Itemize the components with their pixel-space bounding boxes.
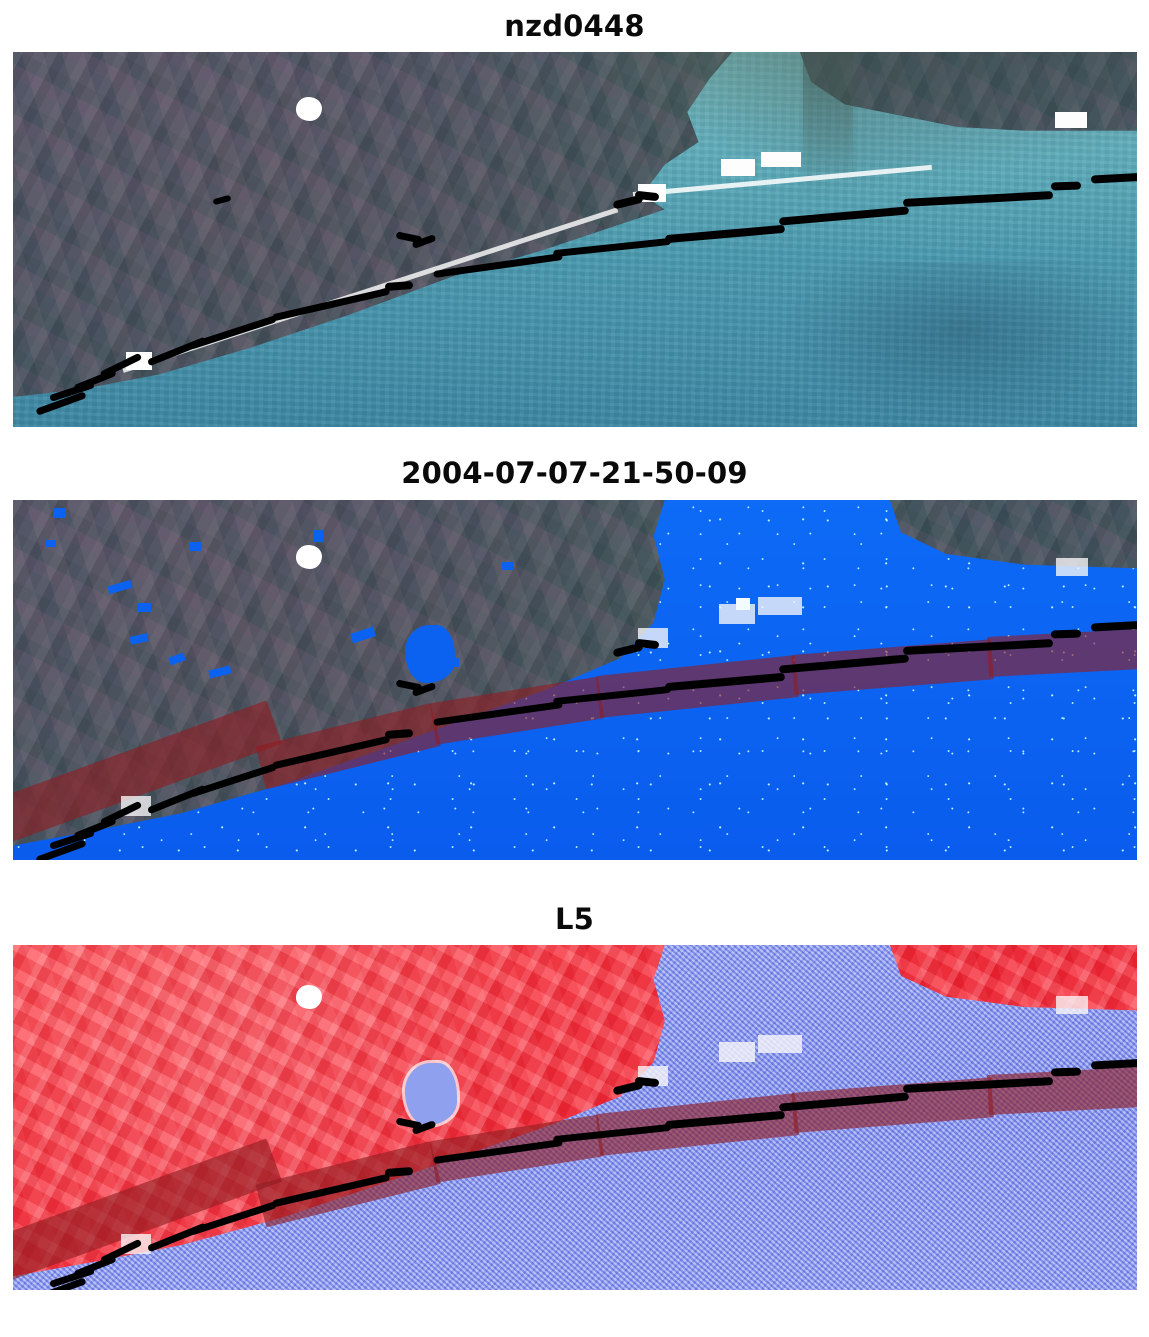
lagoon-nir — [405, 1063, 457, 1125]
whitewater-patch — [1056, 558, 1088, 576]
panel-title-3: L5 — [554, 902, 595, 936]
shoreline-segment — [1050, 181, 1082, 191]
water-class-blob — [189, 542, 201, 551]
water-class-blob — [313, 530, 323, 542]
water-class-blob — [53, 508, 66, 518]
panel-true-color — [13, 52, 1137, 427]
panel-title-2: 2004-07-07-21-50-09 — [401, 456, 748, 490]
shoreline-segment — [1050, 1067, 1082, 1077]
water-class-lagoon — [405, 625, 455, 683]
whitewater-patch — [758, 597, 802, 615]
whitewater-patch — [758, 1035, 802, 1053]
whitewater-patch — [736, 598, 750, 610]
whitewater-patch — [1055, 112, 1087, 128]
water-class-blob — [138, 603, 151, 612]
panel-classified: sand whitewater water shoreline referenc… — [13, 500, 1137, 860]
whitewater-patch — [761, 152, 801, 167]
cloud-patch — [296, 97, 322, 121]
panel-title-1: nzd0448 — [504, 9, 645, 43]
panel-false-color — [13, 945, 1137, 1290]
shoreline-segment — [1050, 629, 1082, 639]
cloud-patch — [296, 985, 322, 1009]
water-class-blob — [502, 562, 514, 570]
seabed-shadow — [773, 262, 1137, 427]
whitewater-patch — [1056, 996, 1088, 1014]
cloud-patch — [296, 545, 322, 569]
whitewater-patch — [721, 159, 755, 176]
whitewater-patch — [719, 1042, 755, 1062]
water-class-blob — [46, 540, 56, 547]
